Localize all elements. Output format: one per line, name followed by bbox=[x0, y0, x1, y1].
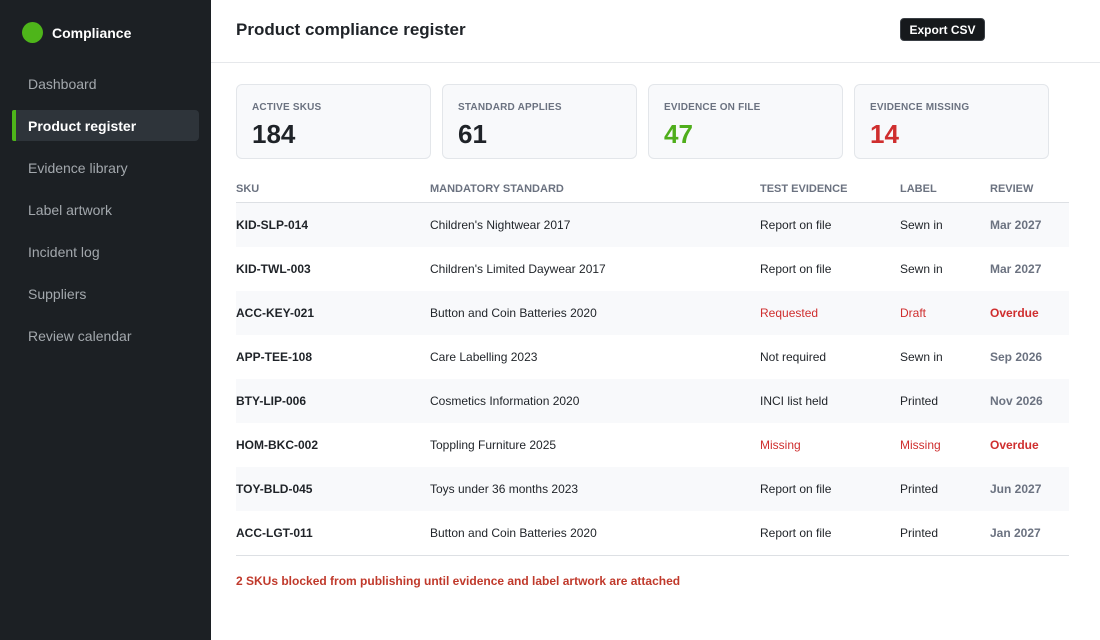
stat-card-evidence-on-file: EVIDENCE ON FILE 47 bbox=[648, 84, 843, 159]
cell-label: Printed bbox=[900, 526, 939, 540]
compliance-table: SKU MANDATORY STANDARD TEST EVIDENCE LAB… bbox=[236, 178, 1069, 556]
cell-standard: Care Labelling 2023 bbox=[430, 350, 538, 364]
cell-evidence: Not required bbox=[760, 350, 827, 364]
cell-evidence: INCI list held bbox=[760, 394, 829, 408]
table-row[interactable]: TOY-BLD-045 Toys under 36 months 2023 Re… bbox=[236, 467, 1069, 511]
column-header-standard[interactable]: MANDATORY STANDARD bbox=[430, 183, 564, 195]
table-divider bbox=[236, 555, 1069, 556]
table-header: SKU MANDATORY STANDARD TEST EVIDENCE LAB… bbox=[236, 178, 1069, 203]
column-header-evidence[interactable]: TEST EVIDENCE bbox=[760, 183, 848, 195]
stat-value: 61 bbox=[458, 119, 487, 149]
cell-label: Sewn in bbox=[900, 218, 943, 232]
stat-label: EVIDENCE ON FILE bbox=[664, 102, 761, 113]
cell-review: Overdue bbox=[990, 306, 1039, 320]
cell-label: Printed bbox=[900, 394, 939, 408]
cell-sku: APP-TEE-108 bbox=[236, 350, 313, 364]
stat-label: STANDARD APPLIES bbox=[458, 102, 562, 113]
cell-evidence: Report on file bbox=[760, 482, 832, 496]
cell-sku: KID-TWL-003 bbox=[236, 262, 311, 276]
table-row[interactable]: KID-TWL-003 Children's Limited Daywear 2… bbox=[236, 247, 1069, 291]
stat-card-evidence-missing: EVIDENCE MISSING 14 bbox=[854, 84, 1049, 159]
column-header-label[interactable]: LABEL bbox=[900, 183, 937, 195]
stat-value: 184 bbox=[252, 119, 296, 149]
table-row[interactable]: ACC-LGT-011 Button and Coin Batteries 20… bbox=[236, 511, 1069, 555]
sidebar: Compliance Dashboard Product register Ev… bbox=[0, 0, 211, 640]
cell-sku: ACC-LGT-011 bbox=[236, 526, 313, 540]
export-csv-button[interactable]: Export CSV bbox=[900, 18, 985, 41]
page-header: Product compliance register Export CSV bbox=[211, 0, 1100, 63]
cell-review: Nov 2026 bbox=[990, 394, 1043, 408]
brand-logo-icon bbox=[22, 22, 43, 43]
brand-name: Compliance bbox=[52, 24, 132, 41]
sidebar-item-product-register[interactable]: Product register bbox=[12, 110, 199, 141]
cell-sku: HOM-BKC-002 bbox=[236, 438, 319, 452]
cell-review: Jan 2027 bbox=[990, 526, 1041, 540]
cell-standard: Toys under 36 months 2023 bbox=[430, 482, 579, 496]
sidebar-item-incident-log[interactable]: Incident log bbox=[28, 243, 100, 260]
sidebar-item-label-artwork[interactable]: Label artwork bbox=[28, 201, 113, 218]
table-row[interactable]: HOM-BKC-002 Toppling Furniture 2025 Miss… bbox=[236, 423, 1069, 467]
column-header-sku[interactable]: SKU bbox=[236, 183, 260, 195]
cell-review: Overdue bbox=[990, 438, 1039, 452]
cell-standard: Button and Coin Batteries 2020 bbox=[430, 306, 597, 320]
cell-sku: KID-SLP-014 bbox=[236, 218, 309, 232]
cell-sku: ACC-KEY-021 bbox=[236, 306, 315, 320]
cell-evidence: Missing bbox=[760, 438, 801, 452]
blocked-skus-warning: 2 SKUs blocked from publishing until evi… bbox=[236, 574, 681, 588]
cell-label: Sewn in bbox=[900, 262, 943, 276]
table-row[interactable]: BTY-LIP-006 Cosmetics Information 2020 I… bbox=[236, 379, 1069, 423]
cell-standard: Cosmetics Information 2020 bbox=[430, 394, 580, 408]
column-header-review[interactable]: REVIEW bbox=[990, 183, 1034, 195]
sidebar-nav: Dashboard Product register Evidence libr… bbox=[12, 68, 199, 362]
sidebar-item-dashboard[interactable]: Dashboard bbox=[28, 75, 97, 92]
cell-review: Jun 2027 bbox=[990, 482, 1042, 496]
cell-label: Missing bbox=[900, 438, 941, 452]
table-row[interactable]: KID-SLP-014 Children's Nightwear 2017 Re… bbox=[236, 203, 1069, 247]
sidebar-item-suppliers[interactable]: Suppliers bbox=[28, 285, 87, 302]
cell-standard: Toppling Furniture 2025 bbox=[430, 438, 557, 452]
stat-value: 47 bbox=[664, 119, 693, 149]
cell-evidence: Report on file bbox=[760, 262, 832, 276]
stat-label: ACTIVE SKUS bbox=[252, 102, 322, 113]
table-row[interactable]: APP-TEE-108 Care Labelling 2023 Not requ… bbox=[236, 335, 1069, 379]
cell-standard: Button and Coin Batteries 2020 bbox=[430, 526, 597, 540]
table-row[interactable]: ACC-KEY-021 Button and Coin Batteries 20… bbox=[236, 291, 1069, 335]
sidebar-item-evidence-library[interactable]: Evidence library bbox=[28, 159, 128, 176]
cell-review: Mar 2027 bbox=[990, 262, 1042, 276]
cell-label: Draft bbox=[900, 306, 927, 320]
sidebar-item-review-calendar[interactable]: Review calendar bbox=[28, 327, 132, 344]
cell-sku: TOY-BLD-045 bbox=[236, 482, 313, 496]
cell-evidence: Requested bbox=[760, 306, 819, 320]
page-title: Product compliance register bbox=[236, 20, 466, 39]
stat-label: EVIDENCE MISSING bbox=[870, 102, 970, 113]
cell-review: Sep 2026 bbox=[990, 350, 1043, 364]
stat-card-active-skus: ACTIVE SKUS 184 bbox=[236, 84, 431, 159]
cell-evidence: Report on file bbox=[760, 218, 832, 232]
stat-card-standard-applies: STANDARD APPLIES 61 bbox=[442, 84, 637, 159]
stat-value: 14 bbox=[870, 119, 899, 149]
cell-sku: BTY-LIP-006 bbox=[236, 394, 307, 408]
cell-label: Sewn in bbox=[900, 350, 943, 364]
brand: Compliance bbox=[22, 22, 131, 43]
cell-standard: Children's Limited Daywear 2017 bbox=[430, 262, 606, 276]
cell-evidence: Report on file bbox=[760, 526, 832, 540]
cell-standard: Children's Nightwear 2017 bbox=[430, 218, 571, 232]
cell-label: Printed bbox=[900, 482, 939, 496]
cell-review: Mar 2027 bbox=[990, 218, 1042, 232]
